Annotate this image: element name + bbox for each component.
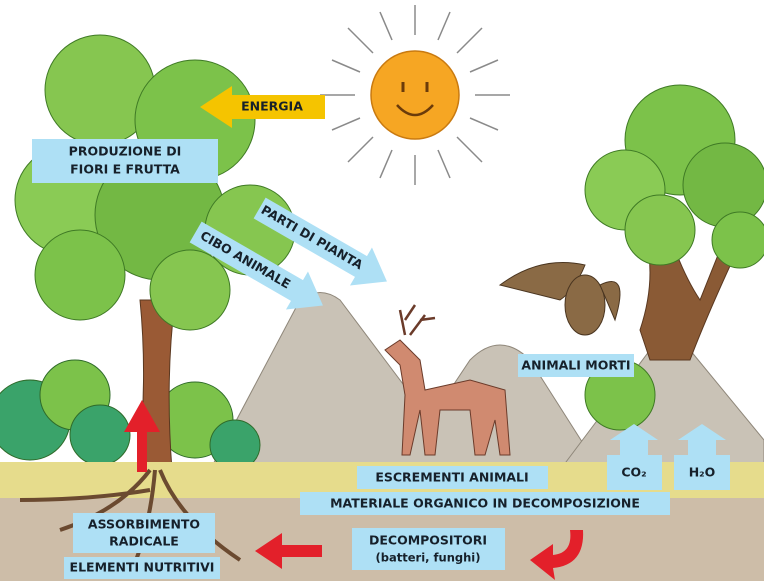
bushes-part (70, 405, 130, 465)
animal-droppings-box: ESCREMENTI ANIMALI (357, 466, 548, 489)
label: RADICALE (109, 534, 179, 549)
left-tree-part (150, 250, 230, 330)
nutrients-box: ELEMENTI NUTRITIVI (64, 557, 220, 579)
label: H₂O (689, 465, 716, 480)
sun-part (371, 51, 459, 139)
ecosystem-illustration: ENERGIA PRODUZIONE DI FIORI E FRUTTA PAR… (0, 0, 764, 581)
left-tree-part (35, 230, 125, 320)
right-tree-part (625, 195, 695, 265)
label: DECOMPOSITORI (369, 533, 487, 548)
right-tree-part (712, 212, 764, 268)
label: ESCREMENTI ANIMALI (375, 470, 528, 485)
label: ANIMALI MORTI (521, 358, 630, 373)
energy-label: ENERGIA (241, 99, 303, 114)
label: FIORI E FRUTTA (70, 162, 180, 177)
dead-animals-box: ANIMALI MORTI (518, 354, 634, 377)
label: PRODUZIONE DI (69, 144, 182, 159)
decomposers-box: DECOMPOSITORI (batteri, funghi) (352, 528, 505, 570)
label: MATERIALE ORGANICO IN DECOMPOSIZIONE (330, 496, 640, 511)
label: (batteri, funghi) (375, 551, 480, 565)
root-absorption-box: ASSORBIMENTO RADICALE (73, 513, 215, 553)
flowers-fruit-box: PRODUZIONE DI FIORI E FRUTTA (32, 139, 218, 183)
label: ASSORBIMENTO (88, 517, 200, 532)
bird-part (565, 275, 605, 335)
label: CO₂ (621, 465, 646, 480)
organic-matter-box: MATERIALE ORGANICO IN DECOMPOSIZIONE (300, 492, 670, 515)
label: ELEMENTI NUTRITIVI (70, 560, 215, 575)
